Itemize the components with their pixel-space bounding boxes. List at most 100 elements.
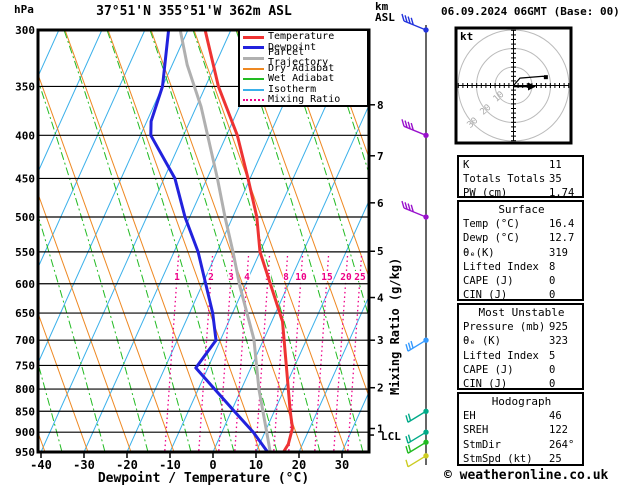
altitude-tick-label: 4 <box>377 292 384 305</box>
row-value: 5 <box>549 349 556 362</box>
wind-barb <box>405 408 429 423</box>
wind-barb <box>401 13 429 33</box>
surface-row: θₑ(K) 319 <box>463 246 580 260</box>
temp-tick-label: -40 <box>30 458 52 472</box>
mixing-ratio-label: 4 <box>244 272 250 283</box>
legend-swatch <box>243 78 264 81</box>
legend: Temperature Dewpoint Parcel Trajectory Dry … <box>238 29 369 107</box>
row-label: StmDir <box>463 438 501 451</box>
surface-row: CAPE (J) 0 <box>463 274 580 288</box>
hodograph-row: StmDir 264° <box>463 438 580 452</box>
legend-item: Isotherm <box>243 83 367 96</box>
legend-item: Parcel Trajectory <box>243 48 367 68</box>
legend-label: Parcel Trajectory <box>268 47 329 69</box>
row-value: 16.4 <box>549 218 575 231</box>
row-label: Totals Totals <box>463 173 546 186</box>
legend-swatch <box>243 46 264 50</box>
legend-swatch <box>243 35 264 39</box>
pressure-tick-label: 300 <box>15 24 35 37</box>
most-unstable-row: Pressure (mb) 925 <box>463 320 580 334</box>
legend-label: Mixing Ratio <box>268 94 341 106</box>
row-label: Lifted Index <box>463 260 539 273</box>
hodograph-row: StmSpd (kt) 25 <box>463 452 580 466</box>
altitude-tick-label: 8 <box>377 99 384 112</box>
altitude-axis: 8 7 6 5 4 3 2 1 <box>370 99 384 436</box>
altitude-tick-label: 7 <box>377 150 384 163</box>
surface-row: CIN (J) 0 <box>463 288 580 302</box>
legend-label: Dewpoint <box>268 41 317 53</box>
surface-title: Surface <box>498 203 545 216</box>
stats-row: PW (cm) 1.74 <box>463 186 580 200</box>
altitude-tick-label: 5 <box>377 245 384 258</box>
altitude-tick-label: 6 <box>377 197 384 210</box>
hodograph-title: Hodograph <box>491 395 552 408</box>
pressure-tick-label: 450 <box>15 172 35 185</box>
legend-label: Temperature <box>268 31 335 43</box>
legend-swatch <box>243 56 264 60</box>
row-value: 25 <box>549 452 562 465</box>
legend-swatch <box>243 88 264 91</box>
hodograph-unit-label: kt <box>460 30 473 43</box>
wind-barb <box>401 119 429 139</box>
altitude-unit-label: km ASL <box>375 0 395 24</box>
mixing-ratio-label: 10 <box>295 272 307 283</box>
watermark: © weatheronline.co.uk <box>444 468 609 483</box>
pressure-gridlines: 300 350 400 450 500 550 600 650 700 750 800 850 900 9… <box>15 24 369 459</box>
temp-axis: -40 -30 -20 -10 0 10 20 30 <box>30 453 349 472</box>
row-label: PW (cm) <box>463 187 508 200</box>
most-unstable-row: CAPE (J) 0 <box>463 363 580 377</box>
mixing-ratio-lines <box>164 255 363 452</box>
mixing-ratio-label: 8 <box>283 272 289 283</box>
page-title: 37°51'N 355°51'W 362m ASL <box>96 4 292 19</box>
temp-tick-label: -30 <box>73 458 95 472</box>
parcel-trajectory-trace <box>178 30 272 452</box>
row-value: 323 <box>549 335 568 348</box>
pressure-tick-label: 500 <box>15 211 35 224</box>
pressure-tick-label: 650 <box>15 307 35 320</box>
row-label: EH <box>463 410 476 423</box>
legend-item: Wet Adiabat <box>243 74 367 85</box>
surface-row: Dewp (°C) 12.7 <box>463 231 580 245</box>
mixing-ratio-label: 1 <box>174 272 180 283</box>
row-label: Lifted Index <box>463 349 539 362</box>
surface-row: Lifted Index 8 <box>463 260 580 274</box>
mixing-ratio-label: 25 <box>354 272 366 283</box>
row-label: SREH <box>463 424 489 437</box>
row-value: 925 <box>549 321 568 334</box>
temp-tick-label: 30 <box>335 458 349 472</box>
pressure-tick-label: 400 <box>15 129 35 142</box>
legend-label: Wet Adiabat <box>268 73 335 85</box>
most-unstable-title: Most Unstable <box>478 306 565 319</box>
pressure-tick-label: 950 <box>15 446 35 459</box>
dry-adiabat-lines <box>38 30 369 452</box>
wind-barb <box>405 453 429 468</box>
mixing-ratio-labels: 1 2 3 4 5 8 10 15 20 25 <box>173 271 367 283</box>
legend-swatch <box>243 99 264 102</box>
row-label: Dewp (°C) <box>463 232 520 245</box>
datetime-label: 06.09.2024 06GMT (Base: 00) <box>441 5 620 18</box>
hodograph-row: EH 46 <box>463 409 580 423</box>
row-value: 0 <box>549 363 556 376</box>
temp-tick-label: 10 <box>249 458 263 472</box>
pressure-tick-label: 900 <box>15 426 35 439</box>
pressure-tick-label: 700 <box>15 334 35 347</box>
pressure-unit-label: hPa <box>14 3 34 16</box>
row-label: CIN (J) <box>463 289 508 302</box>
temperature-trace <box>203 30 294 452</box>
dewpoint-trace <box>149 30 269 452</box>
mixing-ratio-label: 3 <box>228 272 234 283</box>
row-label: θₑ (K) <box>463 335 501 348</box>
temp-tick-label: -20 <box>116 458 138 472</box>
row-value: 319 <box>549 246 568 259</box>
mixing-ratio-label: 20 <box>340 272 352 283</box>
legend-item: Dry Adiabat <box>243 63 367 75</box>
row-label: K <box>463 159 470 171</box>
wind-barb <box>405 337 429 352</box>
mixing-ratio-label: 15 <box>321 272 333 283</box>
surface-row: Temp (°C) 16.4 <box>463 217 580 231</box>
legend-label: Isotherm <box>268 83 317 95</box>
xaxis-title: Dewpoint / Temperature (°C) <box>97 471 310 486</box>
